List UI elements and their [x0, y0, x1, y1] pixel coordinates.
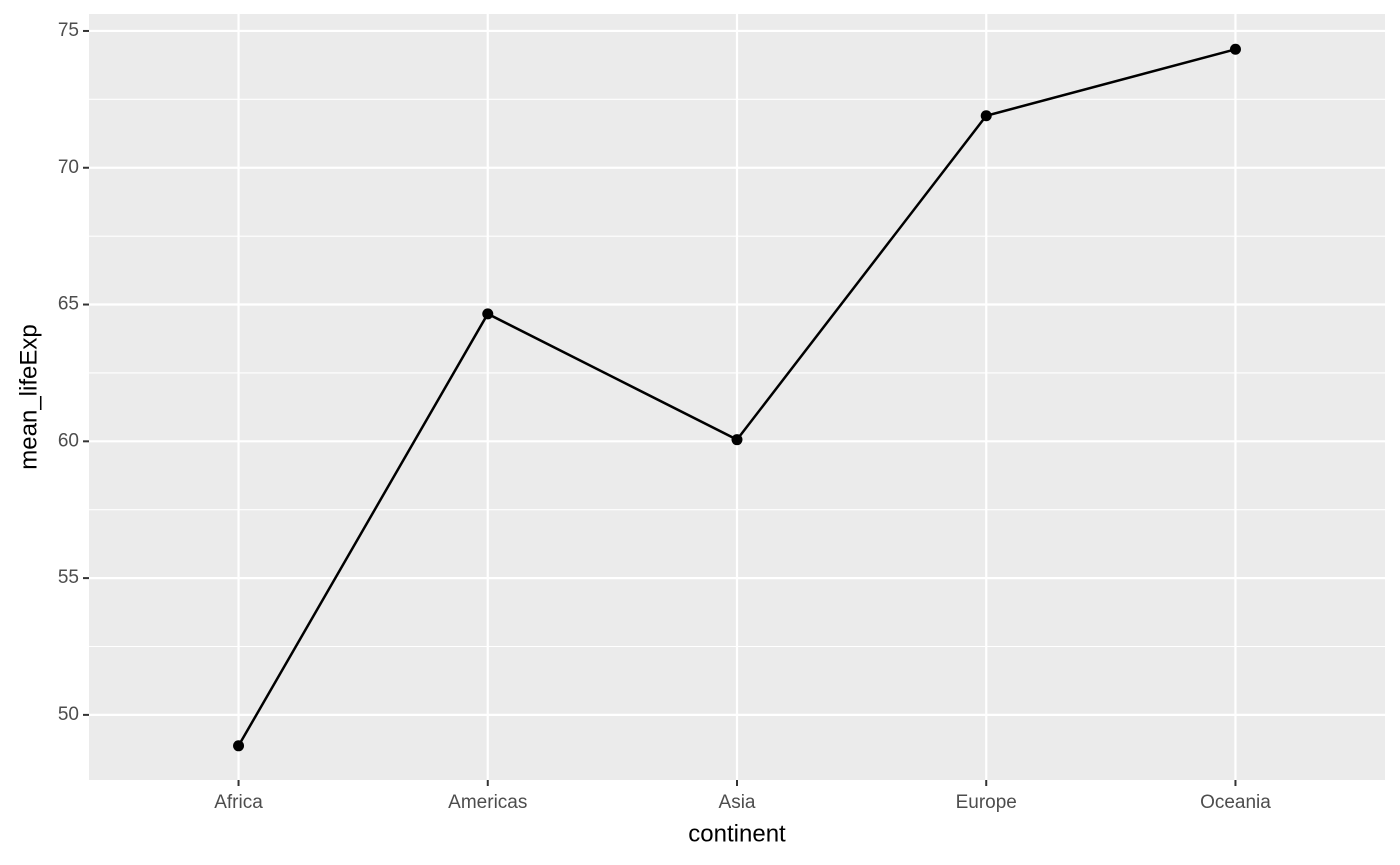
x-tick-label: Europe [956, 792, 1017, 813]
y-tick-label: 75 [58, 20, 79, 41]
y-tick-label: 70 [58, 157, 79, 178]
x-tick-label: Americas [448, 792, 527, 813]
y-tick-label: 50 [58, 704, 79, 725]
x-axis-title: continent [688, 820, 786, 847]
point [233, 740, 245, 752]
y-tick-label: 55 [58, 567, 79, 588]
y-tick-label: 60 [58, 430, 79, 451]
x-tick-label: Asia [719, 792, 756, 813]
x-tick-label: Oceania [1200, 792, 1271, 813]
y-tick-label: 65 [58, 294, 79, 315]
point [731, 434, 743, 446]
x-tick-label: Africa [214, 792, 263, 813]
y-axis-title: mean_lifeExp [15, 324, 42, 469]
point [980, 110, 992, 122]
point [482, 308, 494, 320]
point [1229, 43, 1241, 55]
